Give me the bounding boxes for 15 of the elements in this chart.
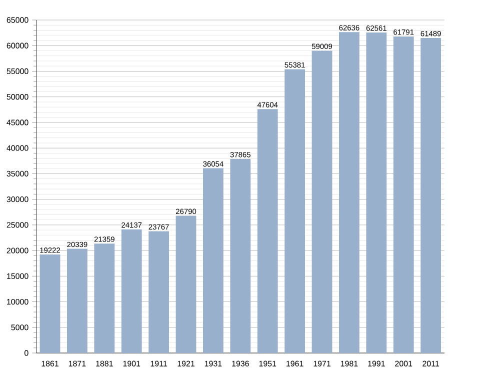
bar [203,168,224,353]
bar [94,244,115,353]
bar [339,32,360,353]
bar [121,229,142,353]
bar [230,159,251,353]
bar [176,216,196,353]
bar [420,38,442,353]
bar [284,69,306,353]
bar [312,50,332,353]
bar [148,231,169,353]
bar [257,109,278,353]
bar [40,254,60,353]
bar [67,248,88,353]
bar [366,32,387,353]
bar [393,36,414,353]
